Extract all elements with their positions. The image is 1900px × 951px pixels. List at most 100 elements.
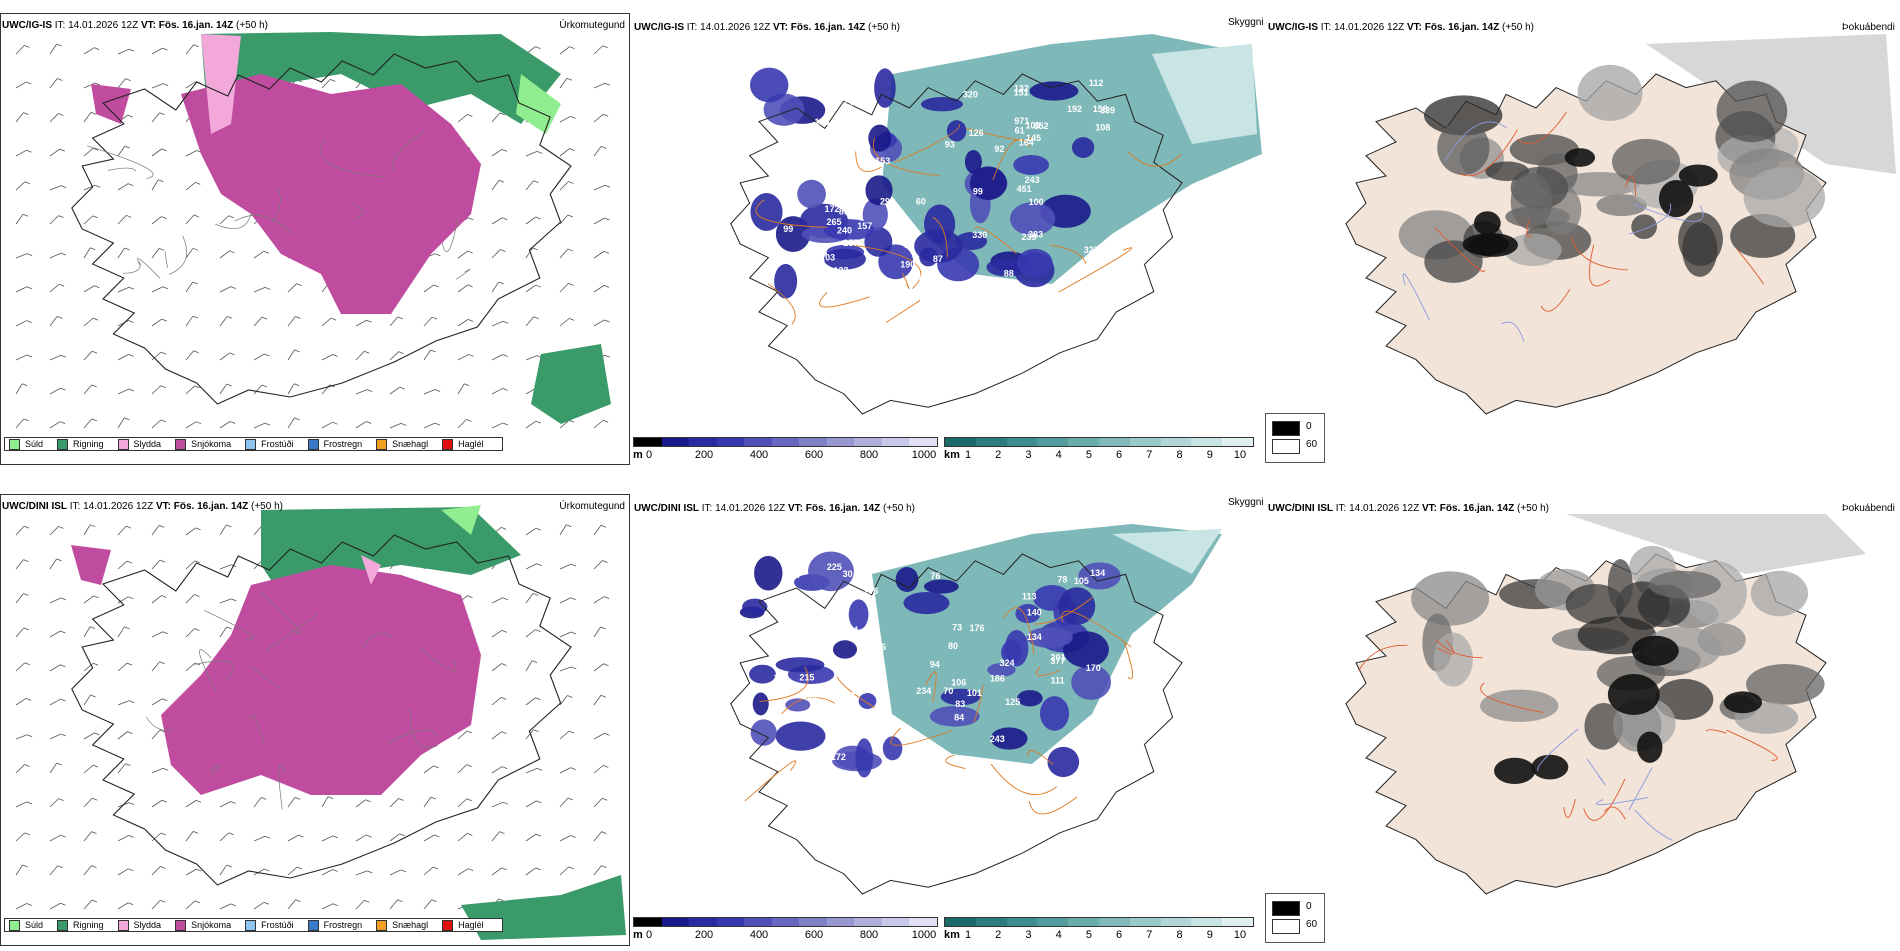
colorbar-tick: 600 (804, 929, 824, 941)
cloudbase-value: 172 (831, 752, 846, 762)
it-label: IT: (1335, 503, 1347, 514)
cloudbase-value: 94 (930, 660, 940, 670)
roads (1358, 639, 1778, 841)
colorbar-swatch (771, 918, 800, 926)
vt-label: VT: (787, 503, 803, 514)
legend-label: Rigning (73, 920, 104, 930)
sleet-area (201, 34, 241, 134)
cloudbase-value: 83 (955, 699, 965, 709)
colorbar-unit: m (633, 929, 643, 941)
legend-item: Haglél (442, 438, 484, 450)
it-value: 14.01.2026 12Z (1349, 503, 1420, 514)
colorbar-tick: 9 (1206, 929, 1213, 941)
colorbar-swatch (881, 438, 910, 446)
cloudbase-value: 78 (1057, 575, 1067, 585)
legend-item: Haglél (442, 919, 484, 931)
vt-label: VT: (155, 501, 171, 512)
colorbar-swatch (1098, 918, 1130, 926)
colorbar-swatch (716, 918, 745, 926)
legend-item: Frostregn (307, 919, 362, 931)
snow-area (161, 565, 481, 795)
cloudbase-value: 191 (899, 732, 914, 742)
legend-label: Slydda (133, 920, 162, 930)
cloudbase-value: 243 (1025, 175, 1040, 185)
cloudbase-value: 215 (799, 673, 814, 683)
colorbar-swatch (1160, 438, 1192, 446)
colorbar-tick: 4 (1055, 929, 1062, 941)
cloudbase-value: 30 (843, 569, 853, 579)
legend-label: Slydda (133, 439, 162, 449)
colorbar-tick: 200 (694, 929, 714, 941)
colorbar-swatch (1222, 918, 1253, 926)
fog-offshore (1566, 514, 1866, 574)
colorbar-tick: 200 (694, 449, 714, 461)
cloudbase-value: 122 (833, 266, 848, 276)
cloud-title-row2: Skyggni (1228, 497, 1264, 508)
legend-item: Snjókoma (175, 438, 231, 450)
cloudbase-value: 145 (1026, 133, 1041, 143)
precip-map-row2 (15, 505, 626, 940)
colorbar-tick: 2 (995, 449, 1002, 461)
cloudbase-value: 132 (1014, 83, 1029, 93)
cloudbase-value: 190 (900, 260, 915, 270)
coastline (71, 534, 572, 886)
fog-title-row2: Þokuábendi (1842, 503, 1895, 514)
cloudbase-value: 79 (843, 98, 853, 108)
legend-swatch (307, 919, 319, 931)
colorbar-tick: 3 (1025, 929, 1032, 941)
cloudbase-value: 54 (911, 272, 921, 282)
visibility-colorbar-row2: km 1 2 3 4 5 6 7 8 9 10 (944, 917, 1254, 951)
rain-area-offshore (531, 344, 611, 424)
cloudbase-value: 100 (1029, 197, 1044, 207)
vt-value: Fös. 16.jan. 14Z (1439, 503, 1515, 514)
cloudbase-value: 98 (845, 665, 855, 675)
cloudbase-value: 153 (875, 156, 890, 166)
model-label: UWC/DINI ISL (1268, 503, 1333, 514)
colorbar-tick: 0 (645, 929, 653, 941)
it-label: IT: (1320, 22, 1332, 33)
cloudbase-value: 203 (820, 253, 835, 263)
fog-legend-swatch (1272, 919, 1300, 934)
cloudbase-value: 257 (843, 238, 858, 248)
cloudbase-value: 108 (1095, 122, 1110, 132)
cloudbase-value: 106 (802, 691, 817, 701)
model-label: UWC/IG-IS (2, 20, 52, 31)
cloudbase-blobs (739, 551, 1121, 778)
colorbar-swatch (881, 918, 910, 926)
model-label: UWC/IG-IS (634, 22, 684, 33)
row1-fog-header: UWC/IG-IS IT: 14.01.2026 12Z VT: Fös. 16… (1268, 22, 1534, 34)
it-label: IT: (54, 20, 66, 31)
cloudbase-colorbar-row1: m 0 200 400 600 800 1000 (633, 437, 938, 471)
cloudbase-value: 239 (1021, 232, 1036, 242)
cloudbase-value: 140 (1027, 608, 1042, 618)
cloudbase-value: 126 (969, 128, 984, 138)
vt-label: VT: (140, 20, 156, 31)
lead-time: (+50 h) (868, 22, 900, 33)
fog-map-row1 (1345, 34, 1896, 415)
colorbar-swatches (633, 437, 938, 447)
colorbar-swatch (1222, 438, 1253, 446)
cloudbase-value: 90 (904, 240, 914, 250)
row1-cloud-header: UWC/IG-IS IT: 14.01.2026 12Z VT: Fös. 16… (634, 22, 900, 34)
colorbar-tick: 8 (1176, 449, 1183, 461)
legend-swatch (117, 438, 129, 450)
legend-item: Rigning (57, 919, 104, 931)
cloudbase-value: 76 (930, 571, 940, 581)
coastline (730, 73, 1183, 415)
row2-header: UWC/DINI ISL IT: 14.01.2026 12Z VT: Fös.… (2, 501, 283, 513)
cloudbase-value: 128 (847, 184, 862, 194)
model-label: UWC/DINI ISL (2, 501, 67, 512)
snow-area-west (71, 545, 111, 585)
legend-item: Súld (9, 919, 43, 931)
colorbar-tick: 2 (995, 929, 1002, 941)
fog-legend-label: 60 (1306, 919, 1318, 930)
visibility-colorbar-row1: km 1 2 3 4 5 6 7 8 9 10 (944, 437, 1254, 471)
visibility-field-light (1112, 529, 1222, 574)
cloudbase-value: 192 (1067, 104, 1082, 114)
legend-item: Frostregn (307, 438, 362, 450)
colorbar-tick: 1 (964, 449, 972, 461)
colorbar-swatch (1068, 918, 1099, 926)
cloudbase-value: 228 (806, 256, 821, 266)
cloudbase-value: 383 (1028, 229, 1043, 239)
fog-legend-swatch (1272, 439, 1300, 454)
